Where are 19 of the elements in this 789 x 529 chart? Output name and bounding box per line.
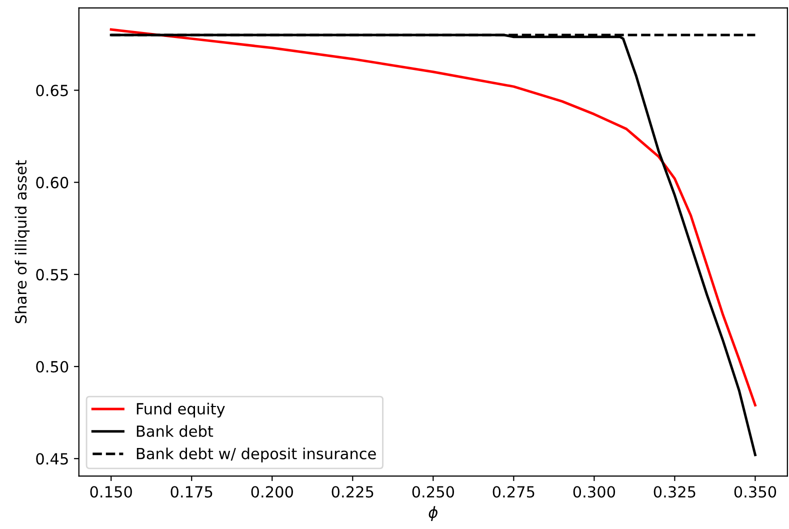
y-tick-label: 0.50 xyxy=(36,360,68,373)
y-tick-label: 0.45 xyxy=(36,453,68,465)
x-tick-label: 0.300 xyxy=(573,486,616,498)
x-tick-label: 0.175 xyxy=(170,486,212,498)
x-tick-label: 0.200 xyxy=(251,486,293,498)
x-tick-label: 0.325 xyxy=(654,486,696,498)
x-tick-label: 0.150 xyxy=(90,486,132,498)
y-tick-label: 0.55 xyxy=(36,268,68,280)
x-tick-label: 0.275 xyxy=(492,486,534,498)
x-tick-label: 0.350 xyxy=(734,486,776,498)
legend-label: Fund equity xyxy=(136,402,225,418)
y-axis-title: Share of illiquid asset xyxy=(14,160,30,324)
x-tick-label: 0.225 xyxy=(332,486,374,498)
y-tick-label: 0.65 xyxy=(36,84,68,96)
x-axis-title: ϕ xyxy=(428,506,438,521)
legend-label: Bank debt xyxy=(136,425,214,437)
y-tick-label: 0.60 xyxy=(36,176,68,188)
x-tick-label: 0.250 xyxy=(412,486,454,498)
legend-label: Bank debt w/ deposit insurance xyxy=(136,448,376,462)
